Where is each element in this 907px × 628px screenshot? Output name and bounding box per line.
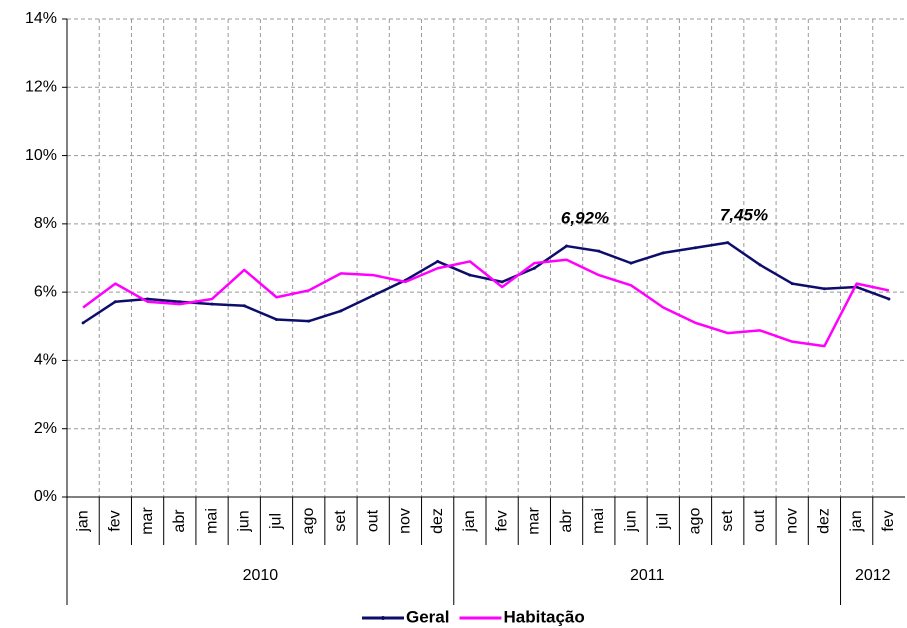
x-tick-label: ago: [687, 508, 704, 535]
x-tick-label: dez: [429, 508, 446, 534]
x-tick-label: nov: [783, 508, 800, 534]
legend-point: [381, 616, 385, 620]
point: [371, 294, 375, 298]
x-tick-label: jun: [235, 510, 252, 532]
year-label: 2011: [630, 567, 665, 584]
point: [532, 266, 536, 270]
y-tick-label: 2%: [34, 420, 57, 437]
point: [694, 246, 697, 250]
point: [468, 273, 472, 277]
point: [661, 251, 665, 255]
x-tick-label: jul: [654, 513, 671, 530]
x-tick-label: out: [364, 509, 381, 532]
x-tick-label: jan: [74, 510, 91, 532]
point: [565, 244, 569, 248]
x-tick-label: jan: [848, 510, 865, 532]
x-tick-label: fev: [107, 510, 124, 531]
point: [339, 309, 343, 313]
point: [178, 300, 182, 304]
point: [887, 297, 891, 301]
x-tick-label: fev: [880, 510, 897, 531]
x-tick-label: set: [719, 510, 736, 532]
point: [275, 317, 278, 321]
point: [500, 280, 504, 284]
point: [790, 282, 794, 286]
point: [758, 263, 762, 267]
y-tick-label: 4%: [34, 352, 57, 369]
series-line: [82, 241, 890, 324]
point: [597, 249, 601, 253]
point: [113, 300, 117, 304]
point: [146, 297, 150, 301]
annotation: 6,92%: [561, 208, 609, 227]
point: [629, 261, 633, 265]
x-tick-label: set: [332, 510, 349, 532]
x-tick-label: mai: [590, 508, 607, 534]
y-tick-label: 0%: [34, 488, 57, 505]
point: [307, 319, 311, 323]
y-tick-label: 10%: [25, 147, 57, 164]
x-tick-label: ago: [300, 508, 317, 535]
x-tick-label: jan: [461, 510, 478, 532]
x-tick-label: jul: [268, 513, 285, 530]
x-tick-label: dez: [816, 508, 833, 534]
x-tick-label: jun: [622, 510, 639, 532]
point: [210, 302, 214, 306]
year-label: 2012: [855, 567, 891, 584]
y-tick-label: 12%: [25, 79, 57, 96]
year-label: 2010: [243, 567, 279, 584]
point: [436, 259, 440, 263]
point: [242, 304, 246, 308]
legend-label: Geral: [406, 607, 449, 626]
x-tick-label: nov: [397, 508, 414, 534]
y-tick-label: 14%: [25, 10, 57, 27]
annotation: 7,45%: [720, 205, 768, 224]
y-tick-label: 8%: [34, 215, 57, 232]
x-tick-label: mar: [139, 507, 156, 535]
legend-label: Habitação: [503, 607, 584, 626]
y-tick-label: 6%: [34, 283, 57, 300]
x-tick-label: out: [751, 509, 768, 532]
x-tick-label: abr: [558, 509, 575, 533]
x-tick-label: mai: [203, 508, 220, 534]
x-tick-label: abr: [171, 509, 188, 533]
point: [726, 241, 730, 245]
point: [822, 287, 826, 291]
x-tick-label: mar: [526, 507, 543, 535]
x-tick-label: fev: [493, 510, 510, 531]
series-line: [82, 258, 890, 348]
point: [81, 321, 85, 325]
